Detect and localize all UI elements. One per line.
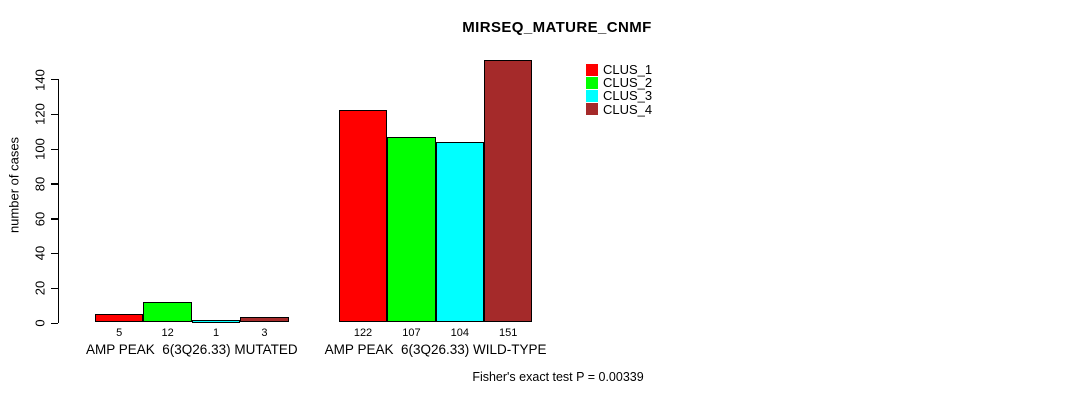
category-label-mutated: AMP PEAK 6(3Q26.33) MUTATED — [86, 342, 298, 357]
legend-swatch-icon — [586, 103, 598, 116]
legend-label: CLUS_2 — [603, 75, 653, 91]
legend-swatch-icon — [586, 76, 598, 89]
bar-clus_4-wild-type — [484, 60, 533, 323]
y-tick-label: 80 — [32, 176, 48, 192]
y-tick-label: 20 — [32, 281, 48, 296]
bar-clus_2-mutated — [143, 301, 192, 323]
legend-row-clus_1: CLUS_1 — [586, 63, 652, 76]
y-tick — [50, 218, 58, 220]
legend-row-clus_2: CLUS_2 — [586, 76, 652, 89]
y-tick-label: 100 — [32, 138, 48, 161]
y-tick — [50, 252, 58, 255]
bar-value-label: 3 — [261, 327, 268, 339]
legend-swatch-icon — [586, 63, 598, 76]
legend-label: CLUS_3 — [603, 88, 653, 104]
bar-value-label: 5 — [116, 327, 123, 339]
bar-value-label: 122 — [353, 327, 373, 339]
bar-clus_1-wild-type — [338, 110, 388, 323]
bar-value-label: 151 — [499, 327, 518, 339]
y-tick — [50, 183, 58, 185]
y-tick-label: 0 — [32, 319, 48, 327]
legend: CLUS_1 CLUS_2 CLUS_3 CLUS_4 — [586, 63, 652, 116]
category-label-wild-type: AMP PEAK 6(3Q26.33) WILD-TYPE — [324, 342, 547, 357]
bar-clus_1-mutated — [95, 313, 144, 323]
y-tick-label: 120 — [32, 103, 48, 126]
y-tick-label: 60 — [32, 211, 48, 226]
legend-label: CLUS_1 — [603, 62, 653, 78]
y-tick — [50, 113, 58, 116]
y-axis-label: number of cases — [6, 136, 22, 234]
bar-clus_2-wild-type — [387, 136, 436, 323]
bar-clus_4-mutated — [240, 317, 289, 323]
y-tick — [50, 79, 58, 81]
y-tick-label: 140 — [32, 68, 48, 91]
bar-clus_3-mutated — [191, 320, 241, 323]
legend-row-clus_3: CLUS_3 — [586, 89, 652, 102]
legend-row-clus_4: CLUS_4 — [586, 103, 652, 116]
bar-value-label: 107 — [402, 327, 421, 339]
bar-value-label: 1 — [212, 327, 220, 339]
y-tick-label: 40 — [32, 246, 48, 261]
y-tick — [50, 148, 58, 150]
y-axis-line — [57, 79, 59, 324]
chart-title: MIRSEQ_MATURE_CNMF — [462, 19, 652, 36]
legend-swatch-icon — [586, 89, 598, 102]
bar-value-label: 104 — [450, 327, 469, 339]
bar-clus_3-wild-type — [435, 141, 484, 323]
fisher-test-annotation: Fisher's exact test P = 0.00339 — [472, 370, 644, 384]
y-tick — [50, 322, 58, 324]
bar-value-label: 12 — [161, 327, 174, 339]
legend-label: CLUS_4 — [603, 101, 653, 117]
y-tick — [50, 287, 58, 290]
